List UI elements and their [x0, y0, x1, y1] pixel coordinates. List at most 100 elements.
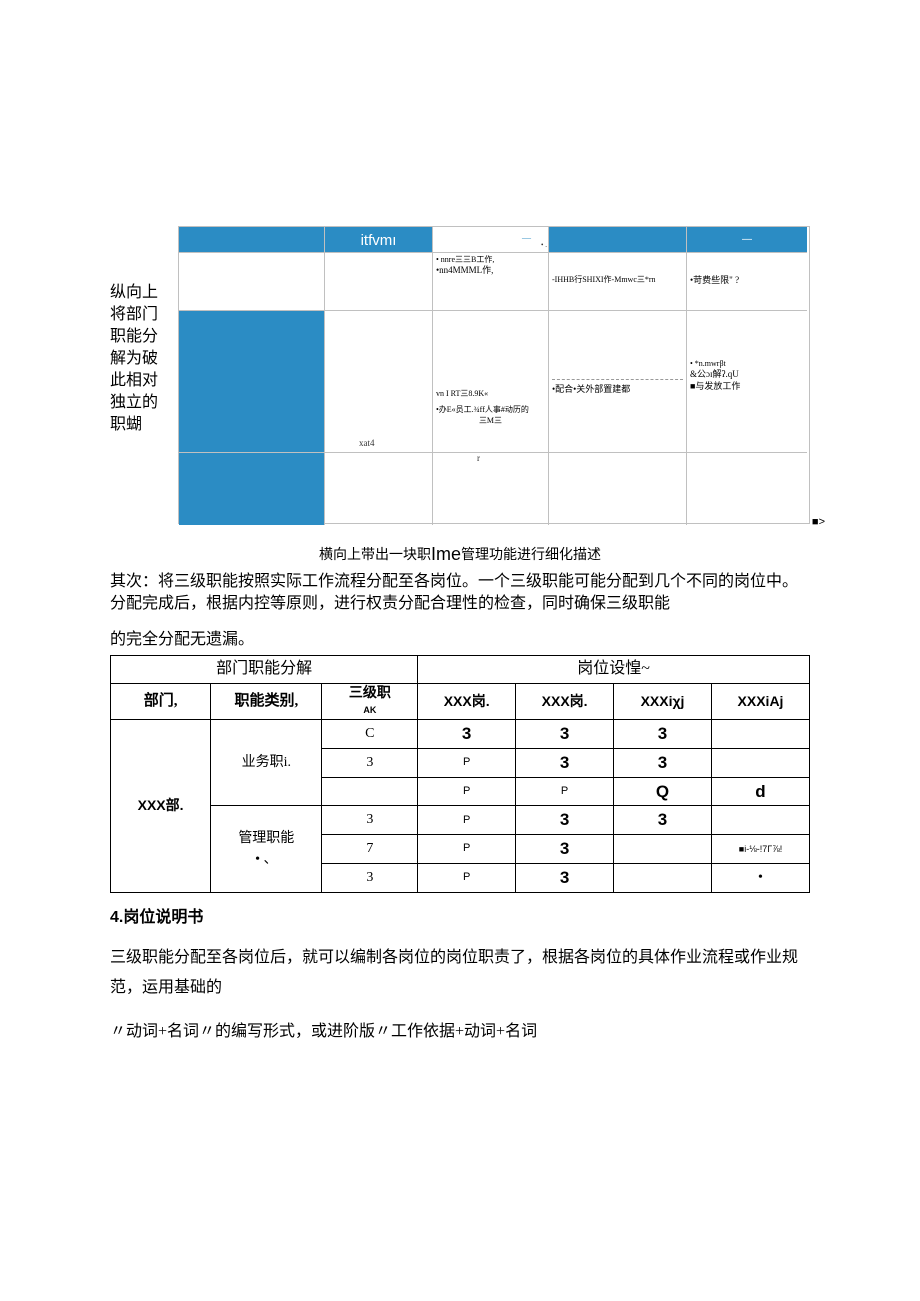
cell: 3: [614, 806, 712, 835]
paragraph-2: 的完全分配无遗漏。: [110, 629, 810, 651]
r1d-text: -IHHB行SHIXI作-Mmwc三*rn: [552, 275, 683, 285]
col-pos2: XXX岗.: [516, 684, 614, 720]
paragraph-1: 其次：将三级职能按照实际工作流程分配至各岗位。一个三级职能可能分配到几个不同的岗…: [110, 571, 810, 615]
hdr-c: — • . . .: [433, 227, 549, 253]
r1-e: •苛费些限" ?: [687, 253, 807, 311]
diagram-caption: 横向上带出一块职Ime管理功能进行细化描述: [110, 542, 810, 567]
r2-e: • *n.mwrβt &公ɔɪ解ʔ.qU ■与发放工作: [687, 311, 807, 453]
dash-line: [552, 379, 683, 380]
table-row: 部门职能分解 岗位设惶~: [111, 656, 810, 684]
r1e-text: •苛费些限" ?: [690, 275, 804, 287]
cell: 3: [516, 863, 614, 892]
col-cat: 职能类别,: [211, 684, 322, 720]
cell: [322, 777, 418, 806]
col-pos4: XXXiAj: [712, 684, 810, 720]
r3c-mark: r: [477, 453, 480, 465]
hdr-e: —: [687, 227, 807, 253]
cell: d: [712, 777, 810, 806]
cell: Q: [614, 777, 712, 806]
cell: [712, 719, 810, 748]
h3-top: 三级职: [349, 686, 391, 701]
col-dept: 部门,: [111, 684, 211, 720]
hdr-d: [549, 227, 687, 253]
allocation-table: 部门职能分解 岗位设惶~ 部门, 职能类别, 三级职 AK XXX岗. XXX岗…: [110, 655, 810, 893]
col-lvl3: 三级职 AK: [322, 684, 418, 720]
r3-a: [179, 453, 325, 525]
r1-a: [179, 253, 325, 311]
body-paragraph-1: 三级职能分配至各岗位后，就可以编制各岗位的岗位职责了，根据各岗位的具体作业流程或…: [110, 943, 810, 1003]
cell: 3: [614, 748, 712, 777]
cell: 3: [516, 748, 614, 777]
cell: P: [418, 863, 516, 892]
page: 纵向上将部门职能分解为破此相对独立的职蝴 itfvmı — • . . . — …: [0, 0, 920, 1127]
table-row: XXX部. 业务职i. C 3 3 3: [111, 719, 810, 748]
cat2-cell: 管理职能 • 、: [211, 806, 322, 892]
cell: P: [418, 806, 516, 835]
r1-c: • nnre三三B工作, •nn4MMML作,: [433, 253, 549, 311]
cell: P: [516, 777, 614, 806]
cat1-cell: 业务职i.: [211, 719, 322, 805]
r2-c: vn I RT三8.9K« •办E«员工.¾ff人事#动历的 三M三: [433, 311, 549, 453]
group-right: 岗位设惶~: [418, 656, 810, 684]
r3-b: [325, 453, 433, 525]
cell: P: [418, 748, 516, 777]
r2e-l1: • *n.mwrβt: [690, 359, 804, 369]
cell: [614, 835, 712, 864]
cell: ■i-⅛-!7Γ⅞!: [712, 835, 810, 864]
hdr-b: itfvmı: [325, 227, 433, 253]
r3-c: r: [433, 453, 549, 525]
cat2-bot: • 、: [215, 852, 317, 867]
col-pos3: XXXiχj: [614, 684, 712, 720]
vertical-caption: 纵向上将部门职能分解为破此相对独立的职蝴: [110, 226, 172, 436]
xat-label: xat4: [359, 438, 375, 450]
r2e-l2: &公ɔɪ解ʔ.qU: [690, 369, 804, 381]
diagram-section: 纵向上将部门职能分解为破此相对独立的职蝴 itfvmı — • . . . — …: [110, 226, 810, 524]
dash-icon: —: [522, 233, 534, 245]
cell: 3: [614, 719, 712, 748]
cell: P: [418, 777, 516, 806]
cell: •: [712, 863, 810, 892]
r2-a: [179, 311, 325, 453]
r2d-text: •配合•关外部置建都: [552, 384, 683, 396]
cell: [614, 863, 712, 892]
cell: 3: [322, 748, 418, 777]
r2-b: xat4: [325, 311, 433, 453]
cell: C: [322, 719, 418, 748]
cell: [712, 806, 810, 835]
col-pos1: XXX岗.: [418, 684, 516, 720]
cell: 3: [516, 806, 614, 835]
group-left: 部门职能分解: [111, 656, 418, 684]
r1-d: -IHHB行SHIXI作-Mmwc三*rn: [549, 253, 687, 311]
caption-pre: 横向上带出一块职: [319, 548, 431, 563]
cell: 3: [516, 835, 614, 864]
h3-bot: AK: [363, 705, 376, 715]
cell: 3: [322, 806, 418, 835]
cell: 3: [322, 863, 418, 892]
r1c-line2: •nn4MMML作,: [436, 265, 545, 277]
r1c-line1: • nnre三三B工作,: [436, 255, 545, 265]
table-row: 部门, 职能类别, 三级职 AK XXX岗. XXX岗. XXXiχj XXXi…: [111, 684, 810, 720]
cat2-top: 管理职能: [215, 831, 317, 846]
table-row: 管理职能 • 、 3 P 3 3: [111, 806, 810, 835]
r2c-l1: vn I RT三8.9K«: [436, 389, 545, 399]
dept-cell: XXX部.: [111, 719, 211, 892]
r2-d: •配合•关外部置建都: [549, 311, 687, 453]
section-4-heading: 4.岗位说明书: [110, 907, 810, 929]
cell: 3: [418, 719, 516, 748]
diagram-grid: itfvmı — • . . . — • nnre三三B工作, •nn4MMML…: [178, 226, 810, 524]
caption-post: 管理功能进行细化描述: [461, 548, 601, 563]
body-paragraph-2: 〃动词+名词〃的编写形式，或进阶版〃工作依据+动词+名词: [110, 1017, 810, 1047]
caption-big: Ime: [431, 544, 461, 564]
r3-d: [549, 453, 687, 525]
r2e-l3: ■与发放工作: [690, 381, 804, 393]
arrow-right-icon: ■>: [812, 515, 825, 529]
cell: 3: [516, 719, 614, 748]
cell: 7: [322, 835, 418, 864]
hdr-a: [179, 227, 325, 253]
cell: P: [418, 835, 516, 864]
r3-e: [687, 453, 807, 525]
cell: [712, 748, 810, 777]
r2c-l3: 三M三: [436, 416, 545, 426]
r1-b: [325, 253, 433, 311]
r2c-l2: •办E«员工.¾ff人事#动历的: [436, 405, 545, 415]
